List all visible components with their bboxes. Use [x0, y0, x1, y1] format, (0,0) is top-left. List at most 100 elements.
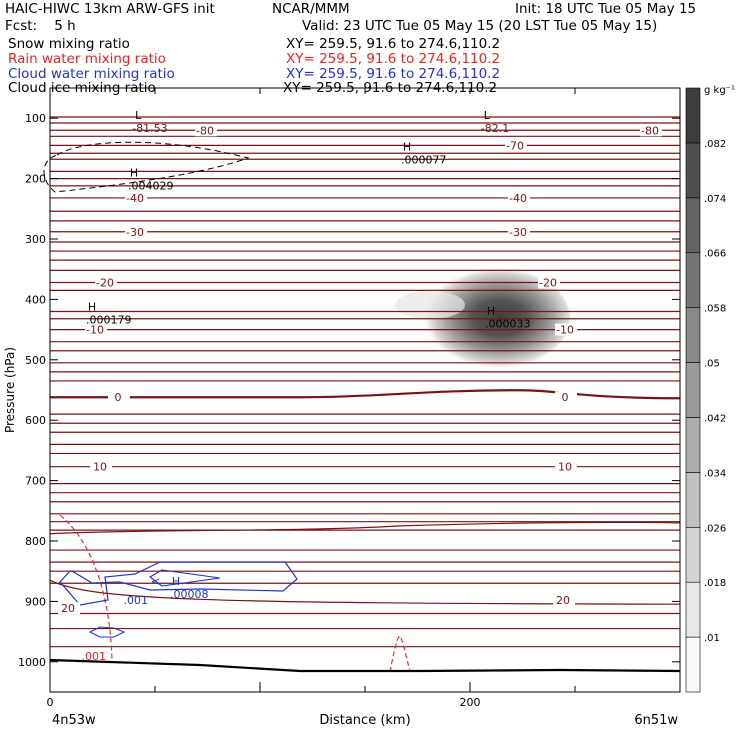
contour-label: 0: [115, 391, 122, 404]
label-bg: [108, 391, 130, 404]
colorbar-level: .066: [704, 249, 726, 260]
contour-label: -30: [126, 226, 144, 239]
terrain-line: [49, 658, 681, 673]
label-bg: [555, 391, 577, 404]
y-tick-label: 300: [25, 233, 46, 246]
extremum-H: H: [172, 575, 180, 588]
colorbar-level: .05: [704, 359, 720, 370]
label-bg: [85, 323, 107, 336]
contour-label: -10: [86, 324, 104, 337]
label-bg: [555, 460, 577, 473]
colorbar-level: .042: [704, 413, 726, 424]
extremum-value: .000033: [485, 318, 531, 331]
label-bg: [553, 594, 575, 607]
label-bg: [125, 191, 147, 204]
colorbar-level: .026: [704, 523, 726, 534]
field-name-rain: Rain water mixing ratio: [8, 51, 166, 67]
valid-time: Valid: 23 UTC Tue 05 May 15 (20 LST Tue …: [302, 18, 658, 34]
label-bg: [508, 225, 530, 238]
colorbar-level: .074: [704, 194, 726, 205]
shaded-ice-core: [414, 266, 570, 370]
y-tick-label: 1000: [18, 656, 46, 669]
contour-label: 10: [93, 461, 107, 474]
y-tick-label: 500: [25, 354, 46, 367]
y-tick-label: 200: [25, 173, 46, 186]
extremum-L: L: [135, 109, 142, 122]
colorbar-level: .058: [704, 304, 726, 315]
colorbar-swatch: [685, 252, 701, 308]
colorbar-level: .018: [704, 578, 726, 589]
contour-label: 20: [556, 594, 570, 607]
org-label: NCAR/MMM: [272, 1, 350, 17]
extremum-H: H: [88, 300, 96, 313]
label-bg: [58, 602, 80, 615]
extremum-value: .000179: [86, 313, 132, 326]
cloud-water-marker: <: [151, 575, 160, 588]
temperature-contour-20: [49, 579, 681, 605]
x-tick-label: 200: [460, 696, 481, 709]
contour-label: -80: [196, 124, 214, 137]
contour-value-label: .001: [82, 650, 107, 663]
model-title: HAIC-HIWC 13km ARW-GFS init: [5, 1, 215, 17]
extremum-H: H: [130, 166, 138, 179]
field-xy-cloud-water: XY= 259.5, 91.6 to 274.6,110.2: [286, 66, 501, 82]
extremum-L: L: [484, 109, 491, 122]
extremum-H: H: [403, 140, 411, 153]
cloud-water-contour-small: [88, 626, 126, 638]
extremum-value: -81.53: [132, 122, 167, 135]
colorbar: .01 .018 .026 .034 .042 .05 .058 .066 .074 .082: [685, 87, 726, 693]
colorbar-swatch: [685, 307, 701, 363]
colorbar-swatch: [685, 197, 701, 254]
extremum-H: H: [487, 305, 495, 318]
label-bg: [538, 276, 560, 289]
extremum-value: .004029: [128, 179, 174, 192]
label-bg: [505, 139, 527, 152]
contour-label: -70: [506, 139, 524, 152]
x-axis-label: Distance (km): [319, 713, 410, 728]
colorbar-level: .082: [704, 139, 726, 150]
y-tick-label: 800: [25, 535, 46, 548]
colorbar-swatch: [685, 87, 701, 144]
label-bg: [95, 276, 117, 289]
y-tick-label: 900: [25, 595, 46, 608]
contour-label: -40: [126, 192, 144, 205]
contour-label: -10: [556, 324, 574, 337]
colorbar-unit: g kg⁻¹: [704, 85, 735, 96]
snow-contour-upper: [43, 141, 250, 193]
extremum-value: -82.1: [481, 122, 509, 135]
y-tick-label: 400: [25, 293, 46, 306]
contour-label: 10: [558, 461, 572, 474]
cloud-water-contour-main: [59, 561, 298, 606]
contour-label: 0: [562, 391, 569, 404]
shaded-ice-tail: [395, 291, 465, 319]
extremum-value: .00008: [170, 588, 209, 601]
y-tick-label: 100: [25, 112, 46, 125]
label-bg: [555, 323, 577, 336]
label-bg: [195, 124, 217, 137]
rain-contour-peak: [389, 635, 411, 673]
contour-label: -20: [96, 276, 114, 289]
label-bg: [125, 225, 147, 238]
chart-labels: -80 -80 -70 -40 -40 -30 -30 -20 -20 -10 -10 0 0 10 10 2…: [58, 109, 662, 663]
contour-label: -80: [641, 124, 659, 137]
temperature-contours: [49, 116, 681, 648]
field-name-cloud-water: Cloud water mixing ratio: [8, 66, 175, 82]
temperature-contour-0: [50, 389, 681, 400]
init-time: Init: 18 UTC Tue 05 May 15: [515, 1, 697, 17]
label-bg: [90, 460, 112, 473]
field-xy-snow: XY= 259.5, 91.6 to 274.6,110.2: [286, 36, 501, 52]
extremum-value: .000077: [401, 153, 447, 166]
colorbar-swatch: [685, 636, 701, 693]
colorbar-swatch: [685, 142, 701, 199]
contour-label: -30: [509, 226, 527, 239]
colorbar-swatch: [685, 417, 701, 473]
cloud-water-contour-inner: [149, 569, 221, 587]
contour-label: -40: [509, 192, 527, 205]
rain-contour-left: [59, 514, 113, 661]
colorbar-level: .034: [704, 468, 726, 479]
y-tick-label: 700: [25, 475, 46, 488]
temperature-contour: [49, 521, 681, 535]
label-bg: [640, 124, 662, 137]
